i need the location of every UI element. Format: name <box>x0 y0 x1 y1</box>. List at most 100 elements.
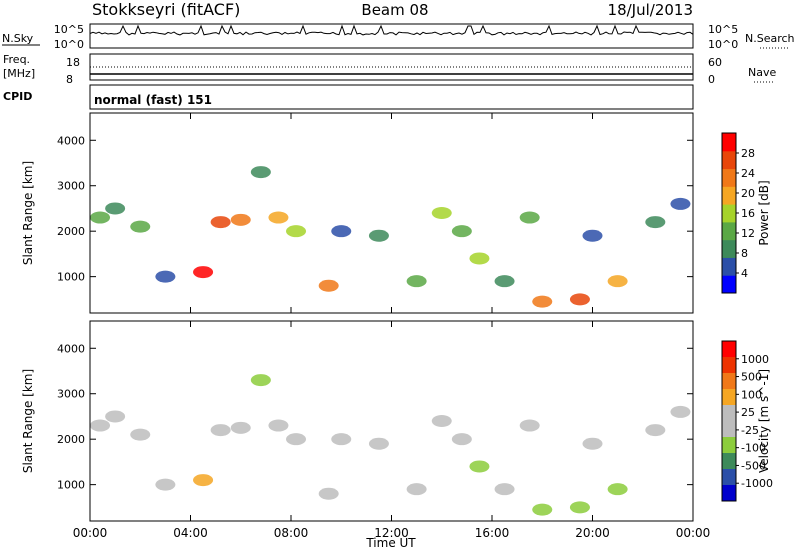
data-cell <box>193 266 214 279</box>
cpid-label: CPID <box>3 90 32 103</box>
y-tick-label: 2000 <box>57 225 85 238</box>
data-cell <box>105 410 126 423</box>
data-cell <box>451 225 472 238</box>
freq-tick-bottom: 8 <box>66 73 73 86</box>
power-cbar-label: Power [dB] <box>757 180 771 245</box>
data-cell <box>318 487 339 500</box>
time-x-axis: 00:00 04:00 08:00 12:00 16:00 20:00 00:00 <box>73 113 711 540</box>
colorbar-tick-label: 1000 <box>741 353 769 366</box>
cpid-panel: CPID normal (fast) 151 <box>3 84 694 110</box>
colorbar-swatch <box>722 257 736 276</box>
x-tick-label: 00:00 <box>676 526 711 540</box>
data-cell <box>250 374 271 387</box>
colorbar-swatch <box>722 405 736 422</box>
colorbar-swatch <box>722 221 736 241</box>
colorbar-tick-label: 12 <box>741 227 755 240</box>
colorbar-swatch <box>722 357 736 374</box>
colorbar-frame <box>721 340 737 502</box>
freq-tick-top: 18 <box>66 56 80 69</box>
colorbar-swatch <box>722 469 736 486</box>
data-cell <box>582 437 603 450</box>
data-cell <box>431 207 452 219</box>
nave-tick-top: 60 <box>708 56 722 69</box>
x-tick-label: 20:00 <box>575 526 610 540</box>
nsky-panel: N.Sky 10^5 10^0 10^5 10^0 N.Search <box>2 23 795 51</box>
data-cell <box>230 213 251 226</box>
y-tick-label: 1000 <box>57 479 85 492</box>
data-cell <box>90 419 111 432</box>
colorbar-swatch <box>722 485 736 502</box>
x-axis-label: Time UT <box>365 536 416 550</box>
data-cell <box>532 295 553 308</box>
nsky-tick-bottom: 10^0 <box>54 38 84 51</box>
colorbar-tick-label: 20 <box>741 187 755 200</box>
colorbar-swatch <box>722 204 736 223</box>
x-tick-label: 04:00 <box>173 526 208 540</box>
data-cell <box>569 293 590 306</box>
colorbar-tick-label: 16 <box>741 207 755 220</box>
x-tick-label: 12:00 <box>374 526 409 540</box>
data-cell <box>645 424 666 437</box>
date-title: 18/Jul/2013 <box>608 1 693 19</box>
x-tick-label: 08:00 <box>274 526 309 540</box>
colorbar-swatch <box>722 186 736 205</box>
data-cell <box>645 216 666 229</box>
colorbar-swatch <box>722 341 736 358</box>
colorbar-swatch <box>722 453 736 470</box>
colorbar-swatch <box>722 373 736 390</box>
nsky-tick-top: 10^5 <box>54 23 84 36</box>
freq-panel: Freq. [MHz] 18 8 60 0 Nave <box>3 53 776 86</box>
data-cell <box>519 211 540 224</box>
power-y-axis: 1000 2000 3000 4000 <box>57 134 693 284</box>
data-cell <box>451 433 472 446</box>
data-cell <box>286 433 307 446</box>
velocity-y-axis: 1000 2000 3000 4000 <box>57 342 693 492</box>
nsearch-tick-top: 10^5 <box>708 23 738 36</box>
x-tick-label: 16:00 <box>475 526 510 540</box>
y-tick-label: 3000 <box>57 180 85 193</box>
freq-unit-label: [MHz] <box>3 67 35 80</box>
data-cell <box>193 474 214 487</box>
velocity-cbar-label: Velocity [m s^-1] <box>757 369 771 473</box>
colorbar-tick-label: -25 <box>741 424 759 437</box>
data-cell <box>155 478 176 491</box>
data-cell <box>519 419 540 432</box>
data-cell <box>670 405 691 418</box>
nave-label: Nave <box>748 66 776 79</box>
data-cell <box>268 211 289 224</box>
y-tick-label: 4000 <box>57 134 85 147</box>
colorbar-tick-label: 24 <box>741 167 755 180</box>
colorbar-tick-label: 8 <box>741 247 748 260</box>
colorbar-swatch <box>722 239 736 258</box>
colorbar-tick-label: 100 <box>741 388 762 401</box>
colorbar-swatch <box>722 168 736 187</box>
data-cell <box>607 483 628 496</box>
velocity-panel: 1000 2000 3000 4000 Slant Range [km] 1000 50… <box>21 320 773 522</box>
data-cell <box>406 275 427 288</box>
colorbar-swatch <box>722 150 736 170</box>
data-cell <box>494 483 515 496</box>
data-cell <box>318 279 339 292</box>
data-cell <box>210 216 231 229</box>
y-tick-label: 4000 <box>57 342 85 355</box>
data-cell <box>105 202 126 215</box>
data-cell <box>230 421 251 434</box>
data-cell <box>90 211 111 224</box>
data-cell <box>210 424 231 437</box>
station-title: Stokkseyri (fitACF) <box>92 0 240 19</box>
data-cell <box>469 252 490 265</box>
colorbar-tick-label: 28 <box>741 147 755 160</box>
data-cell <box>368 229 389 242</box>
velocity-cells <box>90 374 691 516</box>
data-cell <box>670 197 691 210</box>
velocity-colorbar: 1000 500 100 25 -25 -100 -500 -1000 <box>721 340 773 502</box>
data-cell <box>331 433 352 446</box>
data-cell <box>469 460 490 473</box>
data-cell <box>607 275 628 288</box>
nsky-trace <box>89 24 694 36</box>
velocity-ylabel: Slant Range [km] <box>21 369 35 473</box>
y-tick-label: 1000 <box>57 271 85 284</box>
data-cell <box>582 229 603 242</box>
colorbar-swatch <box>722 389 736 406</box>
